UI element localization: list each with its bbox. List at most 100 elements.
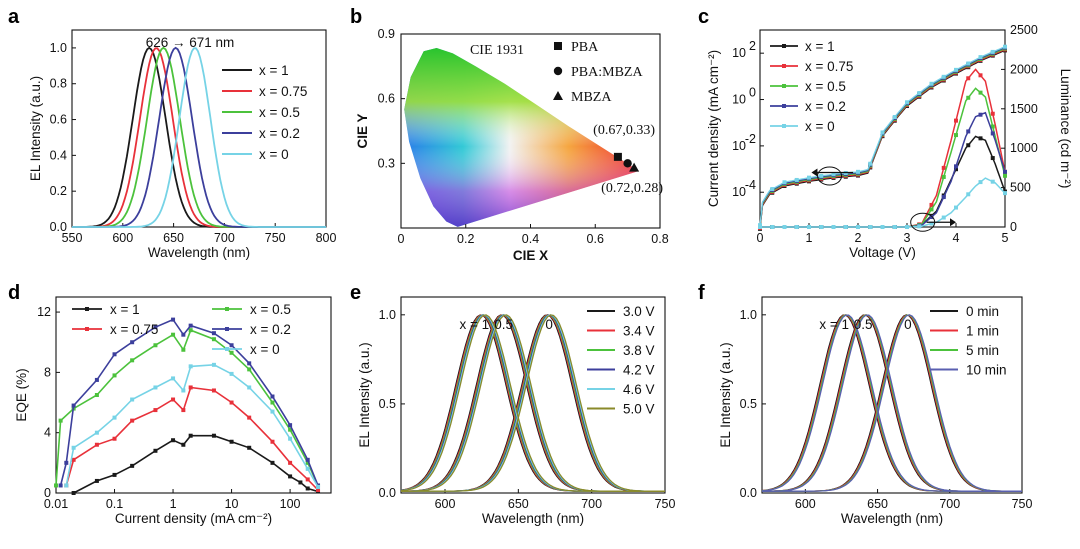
eqe-marker-series-0 — [270, 460, 275, 465]
luminance-marker-4 — [929, 221, 934, 226]
legend-marker-triangle — [553, 91, 563, 100]
legend-label-0: x = 1 — [259, 63, 289, 78]
y-tick-label: 4 — [44, 426, 51, 440]
current-density-marker-4 — [954, 67, 958, 72]
plot-frame — [761, 296, 1023, 494]
luminance-marker-4 — [1003, 191, 1007, 196]
legend-label-1: x = 0.75 — [110, 322, 158, 337]
y2-tick-label: 1000 — [1010, 141, 1038, 155]
legend-marker-1 — [85, 327, 89, 331]
current-density-marker-4 — [990, 49, 995, 54]
y-tick-label: 0.5 — [740, 397, 757, 411]
spectrum-line-series-5-peak-1 — [401, 314, 665, 492]
chart-b-cie-diagram: 0 0.2 0.4 0.6 0.8 0.3 0.6 0.9 CIE X CIE Y CIE 1931… — [355, 27, 669, 263]
y2-axis-label: Luminance (cd m⁻²) — [1058, 69, 1073, 189]
current-density-marker-4 — [892, 114, 897, 119]
current-density-marker-4 — [770, 187, 775, 192]
luminance-marker-3 — [1003, 169, 1007, 174]
legend-label-3: 10 min — [966, 363, 1007, 378]
chart-f: 600 650 700 750 0.0 0.5 1.0 Wavelength (nm) EL I… — [718, 296, 1032, 526]
current-density-marker-4 — [868, 161, 873, 166]
x-tick-label: 600 — [435, 497, 456, 511]
x-tick-label: 700 — [939, 497, 960, 511]
luminance-marker-1 — [990, 111, 995, 116]
current-density-marker-4 — [1003, 44, 1007, 49]
x-tick-label: 0.8 — [651, 232, 668, 246]
legend-marker-0 — [782, 44, 786, 48]
luminance-marker-0 — [978, 136, 983, 141]
peak-label-0: x = 1 — [819, 317, 849, 332]
current-density-marker-4 — [819, 173, 824, 178]
luminance-marker-3 — [966, 129, 971, 134]
eqe-marker-series-1 — [211, 388, 216, 393]
y-axis-label: EL Intensity (a.u.) — [357, 342, 372, 447]
luminance-marker-2 — [966, 95, 971, 100]
luminance-marker-0 — [990, 156, 995, 161]
luminance-marker-4 — [831, 225, 836, 229]
current-density-marker-4 — [794, 177, 799, 182]
luminance-marker-4 — [978, 180, 983, 185]
x-tick-label: 750 — [655, 497, 676, 511]
eqe-marker-series-4 — [211, 362, 216, 367]
eqe-marker-series-0 — [288, 474, 293, 479]
eqe-marker-series-3 — [112, 352, 117, 357]
legend-label-1: x = 0.75 — [259, 84, 307, 99]
cie-gamut-overlay — [404, 48, 639, 227]
current-density-marker-4 — [880, 130, 885, 135]
legend-label-0: 3.0 V — [623, 304, 655, 319]
luminance-line-1 — [760, 68, 1006, 228]
y2-tick-label: 2000 — [1010, 62, 1038, 76]
x-tick-label: 650 — [508, 497, 529, 511]
luminance-marker-1 — [941, 165, 946, 170]
eqe-marker-series-4 — [130, 397, 135, 402]
eqe-marker-series-0 — [298, 480, 303, 485]
eqe-marker-series-1 — [316, 487, 321, 492]
legend-label-0: 0 min — [966, 304, 999, 319]
eqe-marker-series-0 — [247, 445, 252, 450]
luminance-marker-0 — [966, 143, 971, 148]
y-tick-label: 0.2 — [50, 184, 67, 198]
eqe-marker-series-0 — [211, 433, 216, 438]
y-tick-label: 12 — [37, 305, 51, 319]
legend-label-1: x = 0.75 — [805, 59, 853, 74]
x-tick-label: 0 — [398, 232, 405, 246]
y-axis-label: EL Intensity (a.u.) — [28, 76, 43, 181]
legend-marker-circle — [553, 66, 563, 76]
eqe-marker-series-2 — [229, 350, 234, 355]
legend-label-3: 4.2 V — [623, 363, 655, 378]
eqe-marker-series-4 — [288, 436, 293, 441]
x-tick-label: 1 — [170, 497, 177, 511]
luminance-marker-1 — [978, 73, 983, 78]
legend-label-0: x = 1 — [110, 302, 140, 317]
eqe-marker-series-4 — [270, 409, 275, 414]
eqe-marker-series-2 — [54, 483, 58, 488]
panel-label-c: c — [698, 6, 710, 28]
eqe-marker-series-3 — [71, 403, 76, 408]
eqe-marker-series-2 — [112, 373, 117, 378]
eqe-marker-series-1 — [288, 460, 293, 465]
eqe-marker-series-0 — [188, 433, 193, 438]
legend-marker-2 — [225, 307, 229, 311]
eqe-marker-series-2 — [305, 460, 310, 465]
current-density-marker-4 — [831, 172, 836, 177]
cie-point-triangle — [629, 162, 640, 172]
eqe-marker-series-3 — [305, 457, 310, 462]
eqe-marker-series-0 — [305, 486, 310, 491]
eqe-marker-series-0 — [181, 442, 186, 447]
panel-label-e: e — [350, 282, 362, 304]
x-axis-label: Wavelength (nm) — [148, 245, 250, 260]
eqe-marker-series-4 — [247, 385, 252, 390]
x-axis-label: Voltage (V) — [849, 245, 916, 260]
current-density-marker-4 — [978, 55, 983, 60]
x-axis-label: Wavelength (nm) — [482, 511, 584, 526]
eqe-marker-series-1 — [71, 457, 76, 462]
y-axis-label: EQE (%) — [14, 368, 29, 421]
y-tick-label: 0.6 — [50, 113, 67, 127]
eqe-marker-series-1 — [153, 408, 158, 413]
cie-point-square — [613, 152, 622, 161]
x-tick-label: 2 — [855, 231, 862, 245]
eqe-marker-series-3 — [64, 460, 69, 465]
eqe-marker-series-0 — [229, 439, 234, 444]
eqe-marker-series-2 — [58, 418, 63, 423]
eqe-marker-series-1 — [130, 418, 135, 423]
